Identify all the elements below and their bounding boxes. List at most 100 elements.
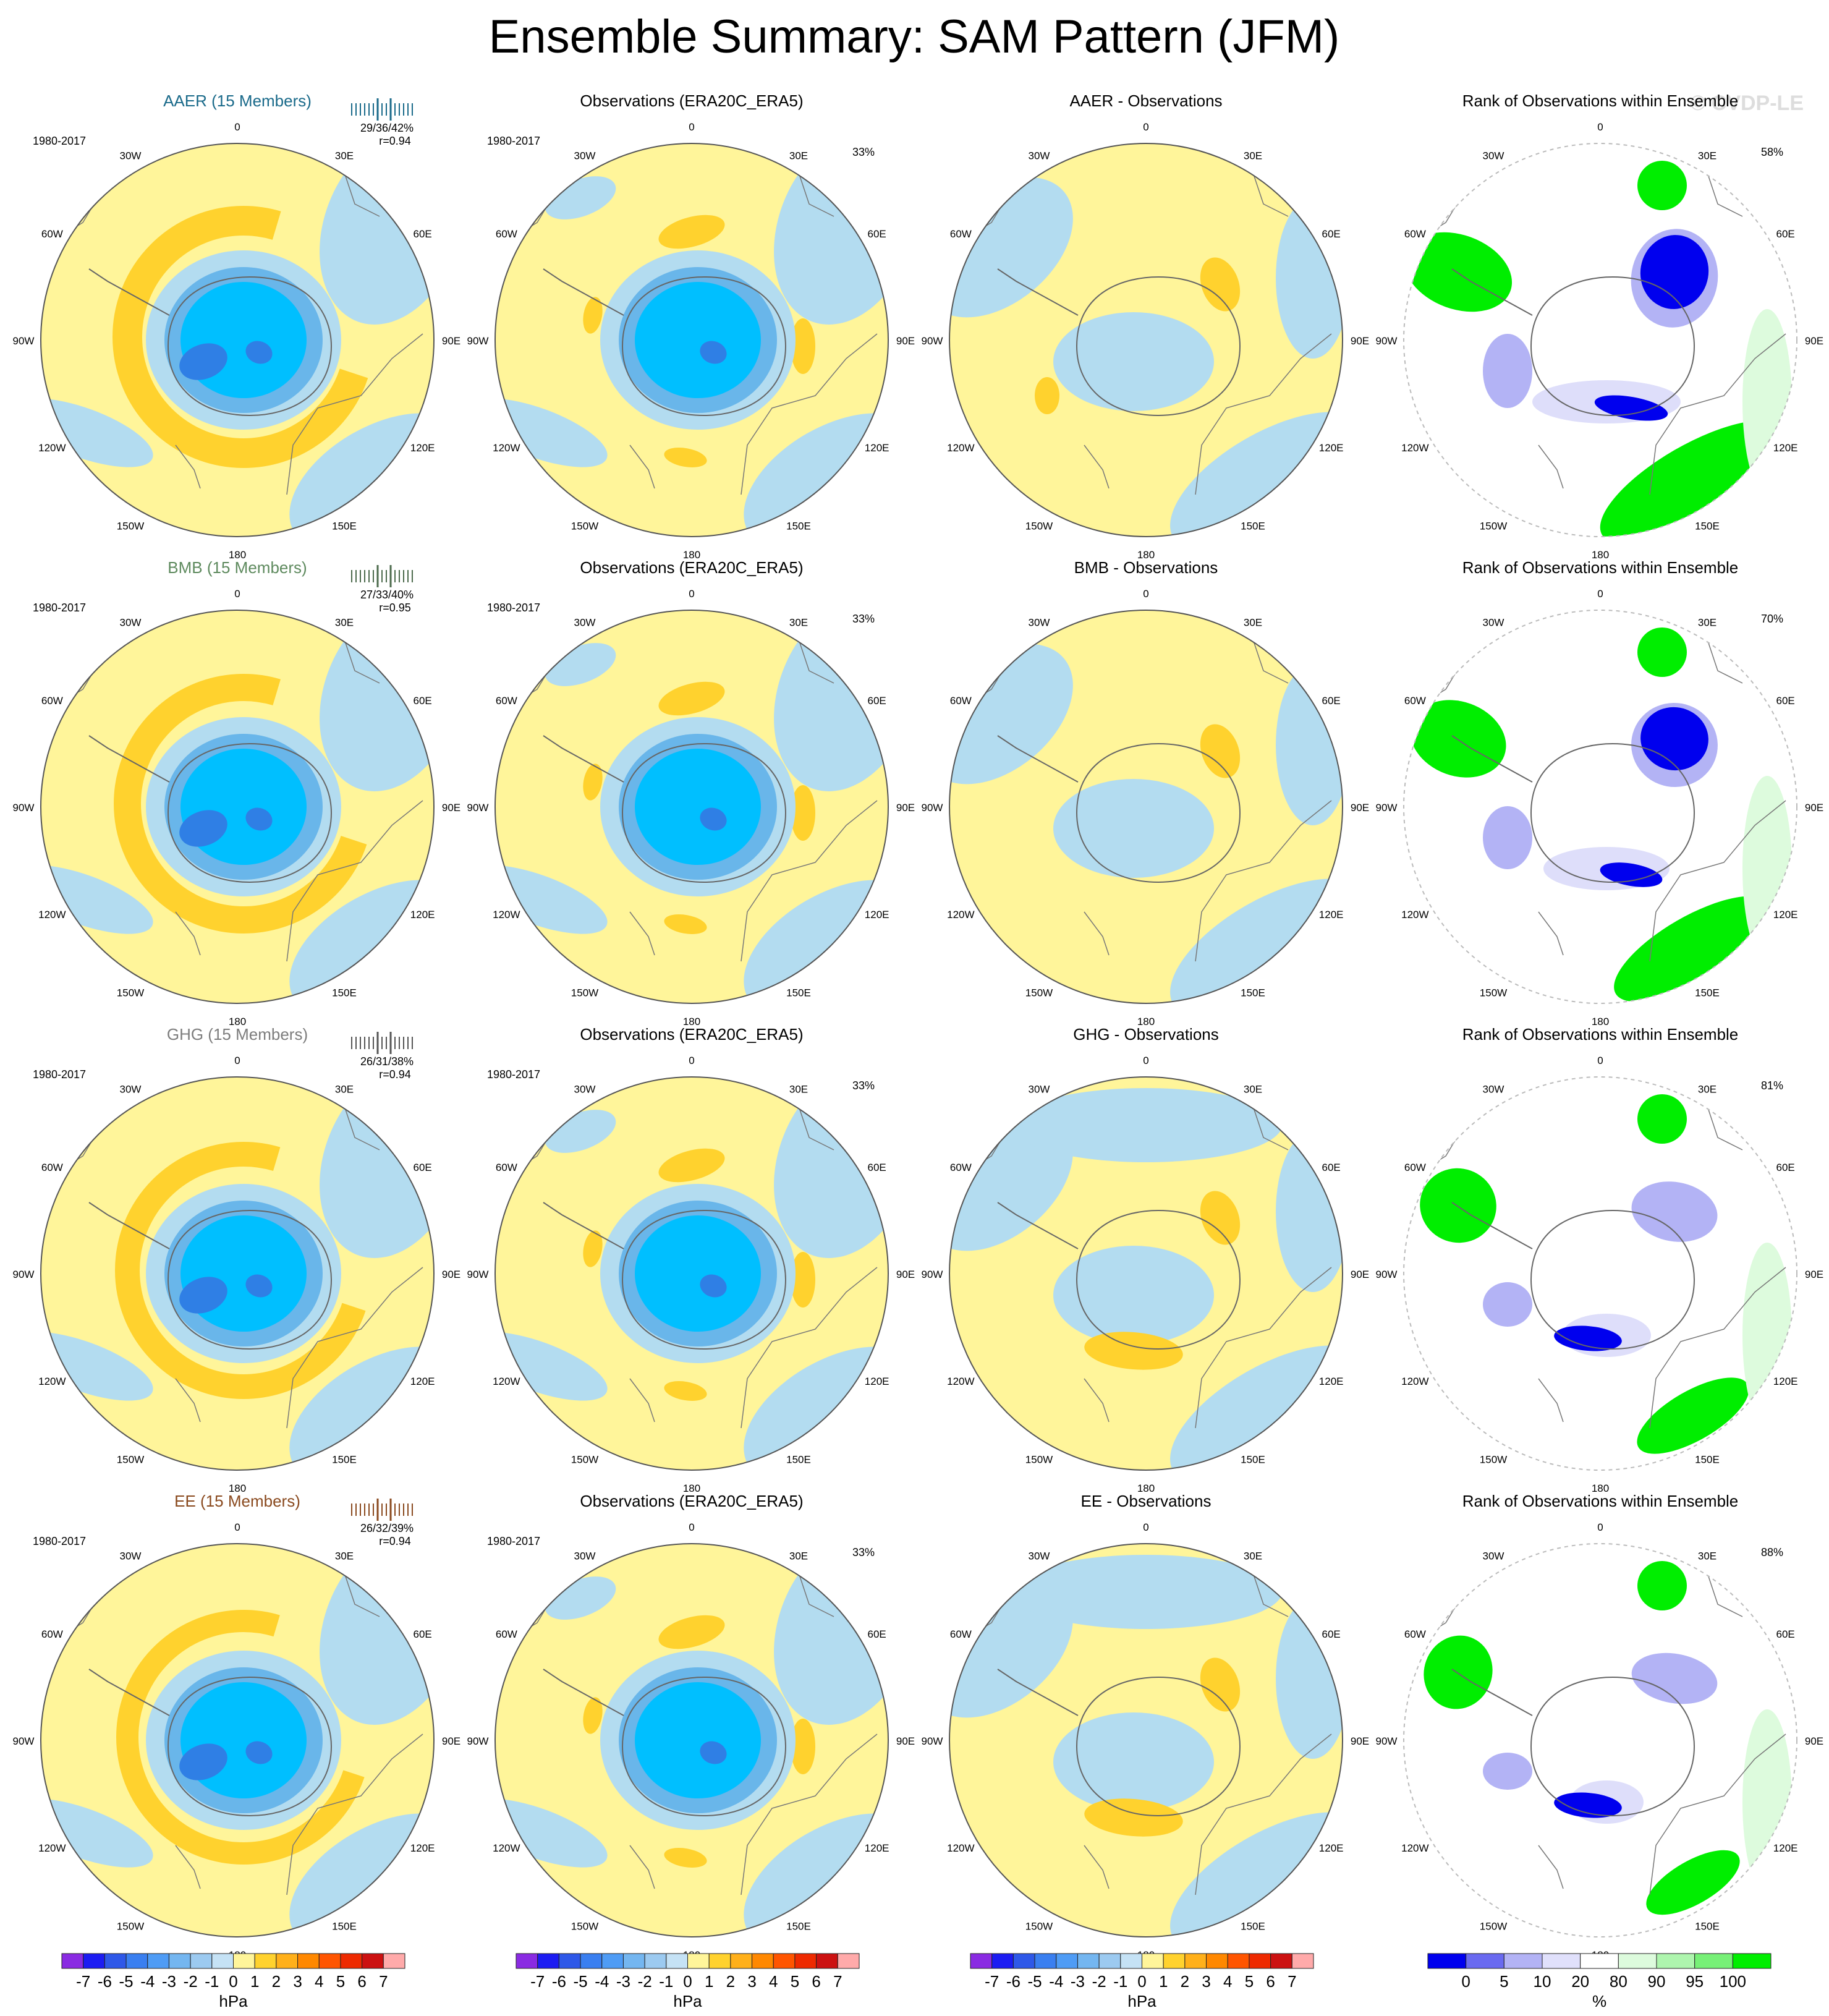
colorbar-4: 0 5 10 20 80 90 95 100% xyxy=(1427,1953,1772,2010)
colorbar-swatch xyxy=(1542,1953,1581,1969)
antarctic-peninsula xyxy=(543,1669,624,1716)
colorbar-tick-label: 7 xyxy=(1288,1972,1296,1991)
longitude-label: 60W xyxy=(496,1628,517,1640)
high-rank-region xyxy=(1742,309,1792,495)
high-rank-region xyxy=(1420,1168,1496,1243)
polar-map xyxy=(495,143,888,537)
panel-title: GHG (15 Members) xyxy=(167,1025,308,1044)
pattern-pct-label: 58% xyxy=(1761,146,1783,158)
antarctica-coastline xyxy=(1076,742,1241,883)
longitude-label: 30W xyxy=(1483,150,1504,161)
colorbar-swatch xyxy=(1184,1953,1207,1969)
colorbar-swatch xyxy=(1098,1953,1121,1969)
longitude-label: 120E xyxy=(865,1376,889,1387)
longitude-label: 90E xyxy=(1805,802,1823,814)
longitude-label: 0 xyxy=(234,1055,240,1066)
longitude-label: 150W xyxy=(117,1921,144,1933)
panel-title: Rank of Observations within Ensemble xyxy=(1462,91,1739,110)
pattern-correlation: r=0.95 xyxy=(379,602,411,614)
antarctica-coastline xyxy=(167,1209,333,1350)
longitude-label: 90W xyxy=(922,1269,943,1280)
longitude-label: 90W xyxy=(1376,1269,1398,1280)
panel-diff-row-4: EE - Observations030E60E90E120E150E18015… xyxy=(922,1492,1370,1961)
longitude-label: 0 xyxy=(1597,588,1603,600)
positive-anomaly xyxy=(791,785,815,841)
longitude-label: 30E xyxy=(1244,150,1262,161)
australia-coastline xyxy=(286,333,423,495)
period-label: 1980-2017 xyxy=(487,1535,540,1547)
longitude-label: 150W xyxy=(1480,1921,1507,1933)
longitude-label: 150W xyxy=(1025,521,1053,532)
longitude-label: 30E xyxy=(335,1550,354,1562)
colorbar-swatch xyxy=(233,1953,255,1969)
australia-coastline xyxy=(1195,1733,1332,1895)
longitude-label: 150W xyxy=(1480,1454,1507,1466)
longitude-label: 30E xyxy=(789,616,808,628)
lowest-rank-region xyxy=(1640,235,1709,309)
longitude-label: 90W xyxy=(13,1269,35,1280)
longitude-label: 120E xyxy=(1319,442,1344,454)
longitude-label: 90W xyxy=(467,802,489,814)
longitude-label: 30W xyxy=(1483,616,1504,628)
antarctic-peninsula xyxy=(88,1669,170,1716)
high-rank-region xyxy=(1637,1377,1749,1454)
panel-title: EE (15 Members) xyxy=(174,1492,300,1510)
longitude-label: 120E xyxy=(865,1842,889,1854)
panel-rank-row-4: Rank of Observations within Ensemble 0 30E… xyxy=(1376,1492,1824,1961)
longitude-label: 90W xyxy=(13,1735,35,1747)
longitude-label: 30W xyxy=(120,616,142,628)
low-rank-region xyxy=(1631,1181,1718,1242)
colorbar-tick-label: -2 xyxy=(1092,1972,1106,1991)
map-border xyxy=(1403,1076,1797,1471)
positive-anomaly xyxy=(664,448,707,467)
longitude-label: 90E xyxy=(896,1269,915,1280)
antarctic-peninsula xyxy=(997,268,1079,316)
longitude-label: 120W xyxy=(493,1376,520,1387)
longitude-label: 0 xyxy=(1597,121,1603,133)
colorbar-tick-label: -6 xyxy=(98,1972,112,1991)
map-border xyxy=(1403,143,1797,537)
colorbar-tick-label: -4 xyxy=(140,1972,155,1991)
longitude-label: 30E xyxy=(789,1083,808,1095)
longitude-label: 120W xyxy=(38,442,66,454)
new-zealand-coastline xyxy=(175,1378,201,1423)
colorbar-tick-label: -4 xyxy=(1049,1972,1063,1991)
negative-difference xyxy=(1010,1555,1282,1629)
member-ticks xyxy=(351,1499,413,1521)
longitude-label: 180 xyxy=(229,549,246,561)
period-label: 1980-2017 xyxy=(33,135,86,147)
period-label: 1980-2017 xyxy=(33,1068,86,1081)
longitude-label: 90E xyxy=(1805,335,1823,347)
colorbar-tick-label: 90 xyxy=(1648,1972,1666,1991)
longitude-label: 30E xyxy=(789,150,808,161)
longitude-label: 180 xyxy=(1137,1016,1155,1027)
colorbar-1: -7 -6 -5 -4 -3 -2 -1 0 1 2 3 4 5 6 7 hPa xyxy=(61,1953,405,2010)
longitude-label: 120E xyxy=(410,442,435,454)
colorbar-tick-label: 0 xyxy=(683,1972,692,1991)
low-rank-region xyxy=(1483,1282,1532,1327)
australia-coastline xyxy=(1649,1733,1786,1895)
polar-map xyxy=(41,1544,434,1937)
antarctica-coastline xyxy=(1530,742,1695,883)
map-border xyxy=(494,1543,889,1937)
antarctica-coastline xyxy=(621,276,787,417)
new-zealand-coastline xyxy=(629,911,655,956)
positive-anomaly xyxy=(583,1697,603,1734)
positive-anomaly xyxy=(658,215,725,249)
colorbar-tick-label: 6 xyxy=(1266,1972,1275,1991)
colorbar-swatch xyxy=(752,1953,774,1969)
longitude-label: 120W xyxy=(38,1842,66,1854)
longitude-label: 120E xyxy=(1319,1842,1344,1854)
high-rank-region xyxy=(1600,420,1786,537)
new-zealand-coastline xyxy=(1084,444,1110,489)
colorbar-swatch xyxy=(1732,1953,1772,1969)
longitude-label: 120E xyxy=(1319,1376,1344,1387)
high-rank-region xyxy=(1424,1635,1493,1709)
antarctica-coastline xyxy=(621,1209,787,1350)
polar-map xyxy=(41,1077,434,1470)
map-border xyxy=(949,1076,1343,1471)
panel-obs-row-4: Observations (ERA20C_ERA5) 0 30E 60E 90E 120E… xyxy=(467,1492,915,1961)
longitude-label: 60E xyxy=(414,695,432,707)
longitude-label: 120W xyxy=(1401,909,1428,921)
longitude-label: 150E xyxy=(786,521,811,532)
